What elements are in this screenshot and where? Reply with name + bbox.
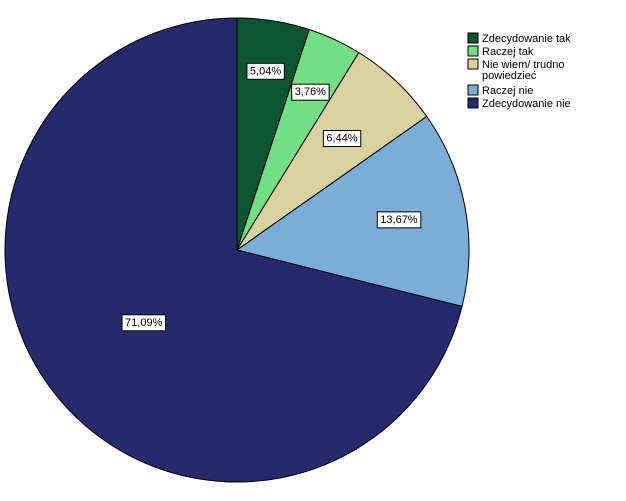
data-label-box — [246, 62, 285, 80]
legend-swatch — [467, 45, 479, 57]
data-label-text: 5,04% — [250, 65, 281, 77]
pie-slice-zdecydowanie-nie — [4, 17, 463, 483]
data-label-box — [291, 83, 330, 101]
pie-slice-raczej-nie — [235, 115, 470, 308]
data-label-box — [322, 130, 362, 148]
data-label-box — [121, 314, 167, 332]
data-label-text: 6,44% — [326, 133, 357, 145]
legend-label: Zdecydowanie tak — [482, 33, 571, 45]
pie-slices — [4, 17, 470, 483]
data-label-text: 3,76% — [295, 86, 326, 98]
data-label-nie-wiem-trudno-powiedziec: 6,44% — [322, 130, 362, 148]
legend-label: Nie wiem/ trudno — [482, 59, 565, 71]
legend-item-zdecydowanie-nie: Zdecydowanie nie — [467, 97, 571, 110]
data-label-raczej-tak: 3,76% — [291, 83, 330, 101]
legend-item-zdecydowanie-tak: Zdecydowanie tak — [467, 32, 571, 45]
data-label-zdecydowanie-nie: 71,09% — [121, 314, 167, 332]
legend-item-raczej-nie: Raczej nie — [467, 84, 533, 97]
data-label-raczej-nie: 13,67% — [376, 211, 422, 229]
legend-swatch — [467, 84, 479, 96]
legend-label: Raczej nie — [482, 85, 533, 97]
data-label-text: 13,67% — [380, 214, 418, 226]
legend-swatch — [467, 97, 479, 109]
pie-data-labels: 5,04% 3,76% 6,44% 13,67% 71,09% — [121, 62, 422, 332]
legend-label: Zdecydowanie nie — [482, 98, 571, 110]
legend-swatch — [467, 58, 479, 70]
legend-swatch — [467, 32, 479, 44]
legend-label: Raczej tak — [482, 46, 534, 58]
data-label-text: 71,09% — [125, 317, 163, 329]
legend-item-raczej-tak: Raczej tak — [467, 45, 534, 58]
data-label-box — [376, 211, 422, 229]
data-label-zdecydowanie-tak: 5,04% — [246, 62, 285, 80]
legend-label: powiedzieć — [482, 70, 537, 82]
